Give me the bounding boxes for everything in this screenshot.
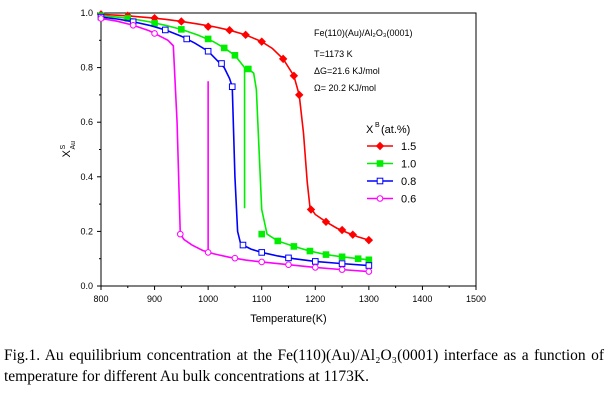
y-axis-label-main: X: [61, 150, 73, 158]
data-point: [338, 260, 346, 267]
y-axis: 0.0 0.2 0.4 0.6 0.8 1.0 XS Au: [60, 8, 101, 291]
data-point: [177, 17, 186, 26]
data-point: [183, 35, 191, 43]
annotation-text: T=1173 K: [314, 49, 353, 59]
data-point: [204, 35, 212, 43]
x-axis: 800 900 1000 1100 1200 1300 1400 1500 Temperatur…: [93, 286, 486, 325]
data-point: [161, 26, 169, 34]
data-point: [338, 266, 346, 273]
data-point: [354, 255, 362, 262]
data-point: [337, 225, 347, 235]
x-tick-label: 900: [147, 294, 162, 304]
data-point: [225, 25, 234, 35]
legend-item: 0.6: [367, 194, 416, 206]
data-point: [220, 44, 228, 52]
legend-marker: [375, 141, 385, 151]
chart-svg: 800 900 1000 1100 1200 1300 1400 1500 Temperatur…: [60, 8, 486, 325]
data-point: [338, 253, 346, 261]
data-point: [241, 30, 250, 40]
data-point: [204, 47, 212, 55]
data-point: [311, 264, 319, 271]
data-point: [365, 262, 373, 269]
data-point: [97, 15, 105, 22]
x-tick-label: 1300: [359, 294, 379, 304]
data-point: [231, 254, 239, 262]
legend-marker: [376, 195, 384, 202]
legend-label: 0.6: [401, 194, 416, 206]
data-point: [364, 235, 374, 245]
y-tick-label: 1.0: [80, 8, 93, 18]
y-tick-label: 0.8: [80, 63, 93, 73]
data-point: [257, 37, 266, 46]
legend-title-rest: (at.%): [381, 124, 410, 136]
data-point: [231, 52, 239, 59]
legend-title-sup: B: [375, 122, 380, 129]
series-0-6: [97, 15, 373, 275]
y-tick-label: 0.6: [80, 117, 93, 127]
data-point: [258, 230, 266, 238]
data-point: [285, 254, 292, 262]
legend-title-main: X: [366, 124, 374, 136]
legend-label: 0.8: [401, 176, 416, 188]
legend-label: 1.0: [401, 159, 416, 171]
chart: 800 900 1000 1100 1200 1300 1400 1500 Temperatur…: [60, 8, 486, 325]
series-group: [96, 10, 374, 275]
annotations: Fe(110)(Au)/Al₂O₃(0001) T=1173 K ΔG=21.6 K…: [314, 28, 413, 93]
y-axis-label-sub: Au: [70, 141, 77, 150]
x-tick-label: 1400: [412, 294, 432, 304]
data-point: [295, 90, 304, 100]
legend-item: 0.8: [367, 176, 416, 188]
data-point: [129, 21, 137, 29]
annotation-text: Ω= 20.2 KJ/mol: [314, 83, 376, 93]
data-point: [311, 258, 319, 265]
data-point: [245, 65, 252, 73]
data-point: [228, 83, 236, 91]
legend-marker: [376, 160, 384, 167]
data-point: [306, 205, 316, 214]
data-point: [274, 237, 282, 245]
data-point: [151, 30, 158, 37]
annotation-text: ΔG=21.6 KJ/mol: [314, 66, 380, 76]
legend-item: 1.0: [367, 159, 416, 171]
y-tick-label: 0.2: [80, 226, 93, 236]
data-point: [365, 268, 373, 275]
data-point: [204, 249, 212, 256]
x-tick-label: 1200: [305, 294, 325, 304]
y-tick-label: 0.4: [80, 172, 93, 182]
data-point: [289, 71, 299, 80]
data-point: [203, 22, 213, 31]
y-tick-label: 0.0: [80, 281, 93, 291]
x-tick-label: 1100: [252, 294, 271, 304]
data-point: [348, 230, 357, 239]
data-point: [151, 20, 158, 27]
x-tick-label: 800: [93, 294, 108, 304]
x-tick-label: 1000: [198, 294, 218, 304]
data-point: [285, 261, 292, 269]
x-tick-label: 1500: [466, 294, 486, 304]
y-axis-label: XS Au: [60, 141, 77, 158]
legend-item: 1.5: [367, 141, 416, 153]
data-point: [290, 243, 298, 250]
data-point: [218, 60, 225, 67]
data-point: [365, 256, 373, 264]
data-point: [306, 247, 314, 255]
data-point: [321, 217, 331, 227]
series-1-5: [96, 10, 374, 245]
series-1-0: [97, 12, 373, 264]
data-point: [278, 54, 288, 64]
figure-caption: Fig.1. Au equilibrium concentration at t…: [4, 347, 604, 385]
x-axis-label: Temperature(K): [250, 313, 326, 325]
data-point: [176, 230, 184, 238]
data-point: [322, 251, 330, 258]
data-point: [258, 249, 266, 256]
legend-marker: [376, 177, 384, 185]
y-axis-label-sup: S: [60, 145, 67, 150]
data-point: [239, 241, 247, 249]
legend-label: 1.5: [401, 141, 416, 153]
legend: X B (at.%) 1.5 1.0 0.8 0.6: [366, 122, 416, 206]
data-point: [258, 258, 266, 266]
data-point: [178, 26, 185, 33]
annotation-text: Fe(110)(Au)/Al₂O₃(0001): [314, 28, 413, 38]
series-line: [100, 17, 369, 273]
